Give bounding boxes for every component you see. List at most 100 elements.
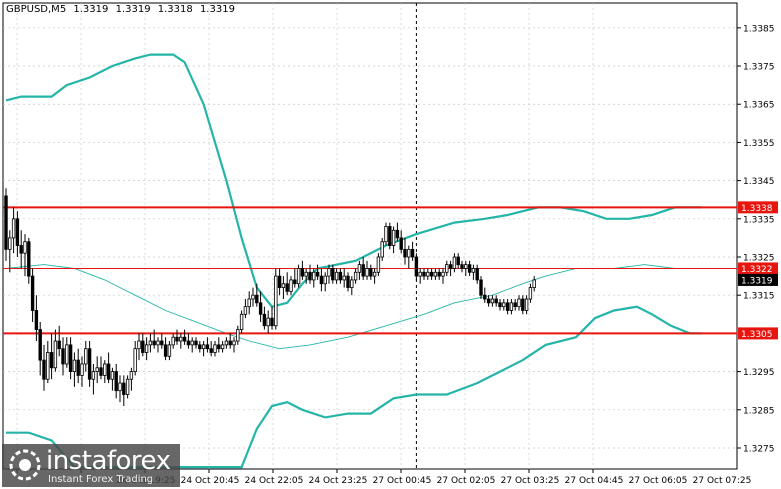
candle-body (15, 218, 20, 246)
y-tick-label: 1.3315 (743, 292, 775, 302)
candle-body (19, 245, 23, 254)
candle-body (243, 306, 248, 315)
y-tick-label: 1.3365 (743, 101, 775, 111)
candle-body (376, 256, 381, 273)
candle-body (163, 344, 168, 357)
candle-body (467, 264, 472, 273)
candle-body (293, 279, 297, 285)
candle-body (403, 248, 407, 258)
candle-body (186, 340, 191, 346)
candle-body (494, 298, 498, 304)
candle-body (369, 268, 373, 277)
candle-body (407, 248, 411, 258)
candle-body (141, 340, 145, 353)
candle-body (471, 268, 476, 273)
candle-body (106, 363, 111, 380)
candle-body (315, 271, 320, 277)
logo-name: instaforex (46, 446, 171, 476)
candle-body (156, 340, 160, 346)
candle-body (464, 264, 468, 269)
candle-body (27, 241, 31, 277)
candle-body (505, 302, 510, 311)
candle-body (479, 279, 483, 296)
candle-body (144, 344, 149, 353)
candle-body (137, 340, 141, 350)
candle-body (4, 195, 8, 250)
candle-body (38, 329, 42, 361)
candle-body (182, 336, 187, 342)
candle-body (65, 344, 69, 365)
candle-body (498, 302, 502, 308)
candle-body (304, 271, 308, 277)
candle-body (228, 340, 232, 346)
candle-body (224, 340, 229, 346)
candle-body (342, 275, 346, 281)
candle-body (334, 271, 339, 281)
candle-body (61, 348, 65, 365)
candle-body (190, 340, 194, 346)
candle-body (483, 294, 487, 300)
candle-body (194, 340, 198, 346)
candle-body (312, 271, 316, 281)
candle-body (133, 348, 137, 372)
candle-body (414, 256, 419, 277)
candle-body (110, 371, 115, 380)
level-label: 1.3322 (741, 265, 773, 275)
candle-body (532, 279, 536, 288)
candle-body (46, 352, 50, 380)
chart-title: GBPUSD,M5 1.3319 1.3319 1.3318 1.3319 (6, 4, 239, 15)
candle-body (251, 294, 255, 300)
candle-body (528, 287, 533, 300)
candle-body (384, 226, 388, 243)
plot-frame (2, 2, 738, 470)
candle-body (68, 344, 73, 372)
ohlc-open: 1.3319 (73, 4, 109, 15)
candle-body (327, 268, 331, 277)
candle-body (372, 271, 377, 277)
x-tick-label: 27 Oct 06:05 (629, 476, 688, 486)
candle-body (509, 302, 514, 311)
y-tick-label: 1.3275 (743, 444, 775, 454)
candle-body (388, 226, 392, 246)
candle-body (296, 268, 301, 285)
candle-body (99, 367, 103, 376)
x-tick-label: 24 Oct 23:25 (309, 476, 368, 486)
candle-body (236, 329, 240, 342)
bollinger-lower (6, 305, 702, 469)
candle-body (350, 279, 354, 288)
ohlc-low: 1.3318 (157, 4, 193, 15)
candle-body (357, 264, 362, 273)
candle-body (129, 371, 134, 380)
y-tick-label: 1.3325 (743, 254, 775, 264)
x-tick-label: 24 Oct 20:45 (181, 476, 240, 486)
candle-body (160, 340, 164, 346)
candle-body (274, 275, 278, 327)
candle-body (258, 302, 263, 315)
candle-body (300, 268, 305, 277)
candle-body (53, 340, 58, 369)
candle-body (198, 344, 202, 350)
current-price-tag (738, 273, 778, 286)
candle-body (289, 279, 293, 292)
candle-body (72, 359, 77, 372)
candle-body (103, 363, 107, 376)
candle-body (220, 344, 225, 350)
candle-body (429, 271, 434, 277)
x-tick-label: 27 Oct 04:45 (565, 476, 624, 486)
candle-body (308, 271, 312, 281)
candle-body (247, 298, 251, 308)
level-tag (738, 201, 778, 214)
candle-body (346, 275, 350, 288)
candle-body (323, 275, 327, 285)
x-tick-label: 27 Oct 07:25 (693, 476, 752, 486)
candle-body (502, 302, 506, 308)
candle-body (456, 256, 460, 266)
candle-body (213, 344, 217, 353)
current-price-label: 1.3319 (741, 276, 773, 286)
candle-body (410, 248, 415, 258)
candle-body (338, 271, 343, 281)
candle-body (76, 359, 80, 376)
candle-body (122, 382, 126, 395)
candle-body (433, 271, 438, 277)
